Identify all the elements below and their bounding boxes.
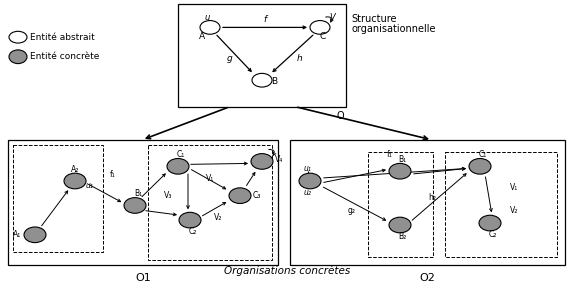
Text: C₃: C₃ <box>253 191 262 200</box>
Text: u: u <box>204 13 210 22</box>
Bar <box>8 140 278 265</box>
Text: V₄: V₄ <box>275 155 283 164</box>
Ellipse shape <box>469 158 491 174</box>
Ellipse shape <box>24 227 46 243</box>
Text: A: A <box>199 32 205 41</box>
Bar <box>178 4 346 106</box>
Text: f: f <box>263 15 267 24</box>
Text: Entité concrète: Entité concrète <box>30 52 99 61</box>
Text: Organisations concrètes: Organisations concrètes <box>224 265 350 276</box>
Text: f₁: f₁ <box>110 170 116 179</box>
Ellipse shape <box>167 158 189 174</box>
Text: f₁: f₁ <box>387 150 393 159</box>
Text: B₁: B₁ <box>134 189 142 198</box>
Ellipse shape <box>200 20 220 34</box>
Text: V₃: V₃ <box>164 191 172 200</box>
Text: B₁: B₁ <box>398 155 406 164</box>
Bar <box>290 140 565 265</box>
Ellipse shape <box>64 173 86 189</box>
Ellipse shape <box>389 163 411 179</box>
Text: C: C <box>320 32 326 41</box>
Ellipse shape <box>179 212 201 228</box>
Text: g₂: g₂ <box>348 206 356 215</box>
Text: V₁: V₁ <box>510 183 518 192</box>
Text: O1: O1 <box>135 273 151 283</box>
Ellipse shape <box>9 31 27 43</box>
Text: V₂: V₂ <box>510 206 519 215</box>
Text: C₂: C₂ <box>189 227 197 236</box>
Text: u₁: u₁ <box>304 164 312 173</box>
Ellipse shape <box>124 198 146 213</box>
Text: Structure: Structure <box>351 14 397 24</box>
Text: V₁: V₁ <box>206 174 214 183</box>
Text: B₂: B₂ <box>398 232 406 241</box>
Text: V: V <box>329 13 335 22</box>
Text: h: h <box>297 54 303 63</box>
Text: O: O <box>336 110 344 120</box>
Text: u₂: u₂ <box>304 188 312 197</box>
Text: organisationnelle: organisationnelle <box>351 24 435 34</box>
Text: A₂: A₂ <box>71 165 79 174</box>
Text: C₁: C₁ <box>479 150 487 159</box>
Ellipse shape <box>229 188 251 204</box>
Ellipse shape <box>9 50 27 64</box>
Text: B: B <box>271 77 277 86</box>
Text: h₂: h₂ <box>428 193 436 202</box>
Ellipse shape <box>310 20 330 34</box>
Text: C₁: C₁ <box>177 150 185 159</box>
Bar <box>445 152 557 257</box>
Text: C₂: C₂ <box>489 230 497 239</box>
Bar <box>13 145 103 252</box>
Text: Entité abstrait: Entité abstrait <box>30 33 95 42</box>
Ellipse shape <box>252 73 272 87</box>
Bar <box>148 145 272 260</box>
Bar <box>368 152 433 257</box>
Text: O2: O2 <box>419 273 435 283</box>
Ellipse shape <box>389 217 411 233</box>
Text: g: g <box>227 54 233 63</box>
Ellipse shape <box>251 154 273 169</box>
Text: u₁: u₁ <box>85 181 93 190</box>
Text: V₂: V₂ <box>214 213 222 222</box>
Text: A₁: A₁ <box>13 230 21 239</box>
Ellipse shape <box>299 173 321 189</box>
Ellipse shape <box>479 215 501 231</box>
